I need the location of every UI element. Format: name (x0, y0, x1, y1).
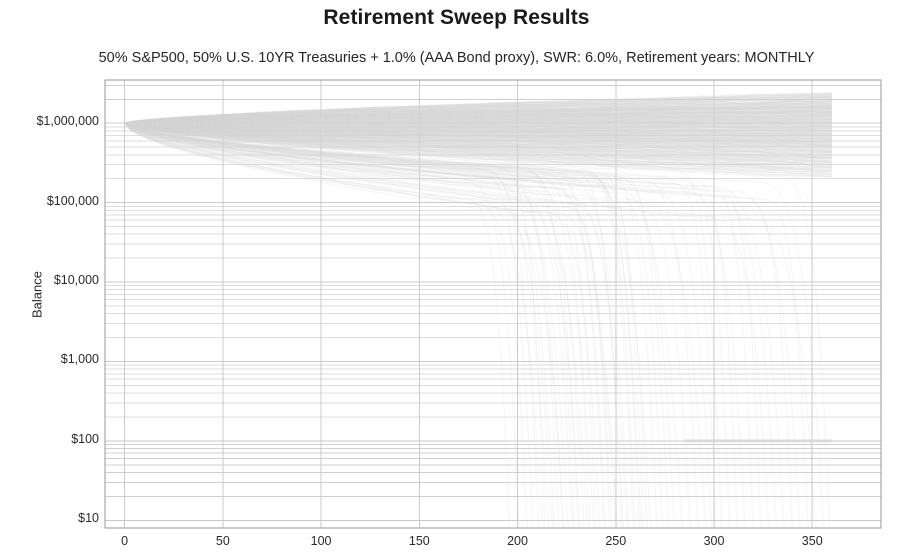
gridlines (105, 80, 881, 528)
x-tick-label: 200 (507, 534, 528, 548)
plot-frame (104, 79, 882, 529)
x-tick-label: 50 (215, 534, 230, 548)
x-tick-label: 100 (310, 534, 332, 548)
x-tick-label: 0 (121, 534, 129, 548)
y-tick-label: $1,000 (60, 352, 99, 367)
y-tick-label: $10,000 (53, 273, 99, 288)
x-tick-label: 300 (703, 534, 725, 548)
y-tick-label: $100,000 (46, 193, 99, 208)
data-series-group (124, 91, 833, 528)
x-tick-label: 250 (605, 534, 627, 548)
y-tick-label: $1,000,000 (36, 114, 99, 129)
y-tick-label: $10 (78, 511, 99, 526)
x-tick-label: 150 (408, 534, 430, 548)
y-tick-label: $100 (71, 431, 99, 446)
x-tick-label: 350 (801, 534, 823, 548)
y-axis-title: Balance (29, 271, 45, 318)
chart-subtitle: 50% S&P500, 50% U.S. 10YR Treasuries + 1… (98, 50, 815, 66)
page-title: Retirement Sweep Results (323, 6, 590, 29)
